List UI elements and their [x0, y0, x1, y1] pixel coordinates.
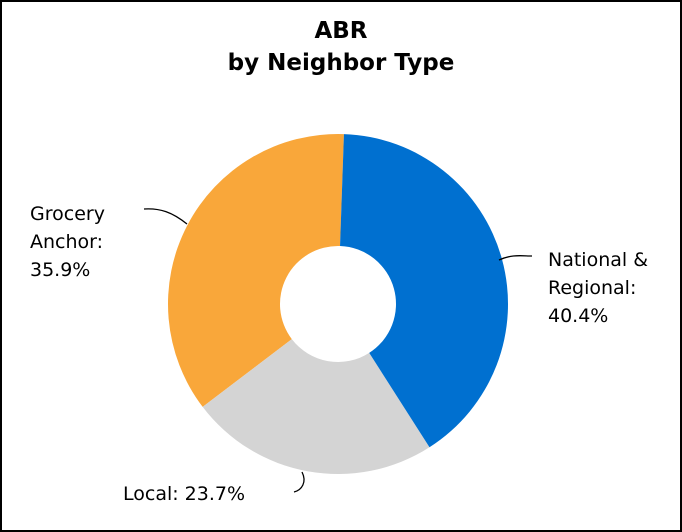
donut-slice	[167, 134, 344, 407]
data-label: Grocery Anchor: 35.9%	[30, 203, 105, 281]
leader-line	[498, 255, 533, 261]
chart-title: ABR	[314, 18, 368, 44]
chart-subtitle: by Neighbor Type	[227, 50, 455, 76]
donut-slice	[340, 134, 509, 448]
leader-line	[143, 208, 188, 225]
donut-slice	[202, 339, 430, 475]
leader-line	[293, 471, 305, 493]
data-label: Local: 23.7%	[123, 483, 246, 505]
data-label: National & Regional: 40.4%	[548, 249, 649, 327]
